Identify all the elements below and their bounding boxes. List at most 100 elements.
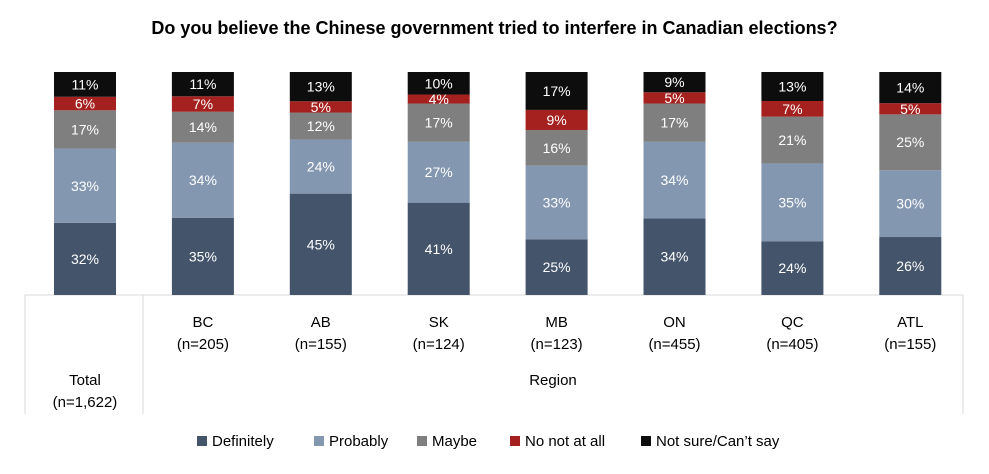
data-label-not-sure-can-t-say-mb: 17% bbox=[543, 83, 571, 99]
bar-segment-no-not-at-all-qc bbox=[761, 100, 824, 117]
bar-segment-not-sure-can-t-say-qc bbox=[761, 72, 824, 101]
bar-segment-no-not-at-all-bc bbox=[171, 96, 234, 112]
data-label-maybe-qc: 21% bbox=[778, 132, 806, 148]
bar-segment-maybe-on bbox=[643, 103, 706, 142]
data-label-probably-qc: 35% bbox=[778, 194, 806, 210]
bar-segment-definitely-qc bbox=[761, 241, 824, 295]
data-label-maybe-atl: 25% bbox=[896, 134, 924, 150]
legend-label-not-sure-can-t-say: Not sure/Can’t say bbox=[656, 433, 780, 450]
bar-segment-probably-qc bbox=[761, 163, 824, 242]
data-label-probably-sk: 27% bbox=[425, 164, 453, 180]
category-label-sk: SK bbox=[429, 314, 449, 331]
bar-segment-definitely-mb bbox=[525, 239, 588, 295]
legend-swatch-maybe bbox=[417, 436, 427, 446]
data-label-no-not-at-all-mb: 9% bbox=[546, 112, 566, 128]
data-label-maybe-total: 17% bbox=[71, 121, 99, 137]
bar-segment-not-sure-can-t-say-atl bbox=[879, 72, 942, 104]
bar-segment-no-not-at-all-mb bbox=[525, 109, 588, 130]
category-label-on: ON bbox=[663, 314, 686, 331]
data-label-definitely-on: 34% bbox=[660, 249, 688, 265]
category-label-qc: QC bbox=[781, 314, 804, 331]
legend-label-maybe: Maybe bbox=[432, 433, 477, 450]
data-label-probably-atl: 30% bbox=[896, 196, 924, 212]
bar-segment-probably-ab bbox=[289, 139, 352, 194]
category-n-mb: (n=123) bbox=[531, 336, 583, 353]
data-label-definitely-qc: 24% bbox=[778, 260, 806, 276]
bar-segment-not-sure-can-t-say-sk bbox=[407, 72, 470, 95]
legend-swatch-not-sure-can-t-say bbox=[641, 436, 651, 446]
category-label-ab: AB bbox=[311, 314, 331, 331]
group-label-region: Region bbox=[529, 372, 577, 389]
bar-segment-probably-mb bbox=[525, 165, 588, 240]
data-label-maybe-on: 17% bbox=[660, 115, 688, 131]
bar-segment-probably-total bbox=[54, 148, 116, 223]
data-label-probably-on: 34% bbox=[660, 172, 688, 188]
bar-segment-definitely-total bbox=[54, 222, 116, 295]
legend-swatch-probably bbox=[314, 436, 324, 446]
bar-segment-definitely-ab bbox=[289, 193, 352, 295]
bar-segment-probably-atl bbox=[879, 170, 942, 238]
data-label-not-sure-can-t-say-atl: 14% bbox=[896, 80, 924, 96]
bar-segment-not-sure-can-t-say-ab bbox=[289, 72, 352, 102]
data-label-not-sure-can-t-say-sk: 10% bbox=[425, 75, 453, 91]
data-label-no-not-at-all-atl: 5% bbox=[900, 101, 920, 117]
category-n-total: (n=1,622) bbox=[53, 394, 118, 411]
legend-swatch-definitely bbox=[197, 436, 207, 446]
category-label-total: Total bbox=[69, 372, 101, 389]
category-n-sk: (n=124) bbox=[413, 336, 465, 353]
data-label-definitely-atl: 26% bbox=[896, 258, 924, 274]
bar-segment-definitely-on bbox=[643, 218, 706, 295]
category-n-atl: (n=155) bbox=[884, 336, 936, 353]
bar-segment-definitely-bc bbox=[171, 217, 234, 295]
legend-swatch-no-not-at-all bbox=[510, 436, 520, 446]
data-label-probably-total: 33% bbox=[71, 178, 99, 194]
legend-label-probably: Probably bbox=[329, 433, 389, 450]
data-label-definitely-ab: 45% bbox=[307, 236, 335, 252]
bar-segment-maybe-total bbox=[54, 110, 116, 149]
bar-segment-no-not-at-all-total bbox=[54, 96, 116, 111]
data-label-definitely-sk: 41% bbox=[425, 241, 453, 257]
data-label-no-not-at-all-qc: 7% bbox=[782, 101, 802, 117]
data-label-maybe-bc: 14% bbox=[189, 119, 217, 135]
category-label-mb: MB bbox=[545, 314, 568, 331]
bar-segment-maybe-mb bbox=[525, 129, 588, 166]
category-label-atl: ATL bbox=[897, 314, 923, 331]
data-label-not-sure-can-t-say-total: 11% bbox=[72, 76, 99, 92]
bar-segment-probably-on bbox=[643, 141, 706, 219]
bar-segment-definitely-atl bbox=[879, 237, 942, 295]
bar-segment-no-not-at-all-on bbox=[643, 92, 706, 104]
data-label-maybe-ab: 12% bbox=[307, 118, 335, 134]
bar-segment-maybe-qc bbox=[761, 116, 824, 164]
data-label-probably-bc: 34% bbox=[189, 172, 217, 188]
chart-title: Do you believe the Chinese government tr… bbox=[151, 18, 838, 38]
bar-segment-definitely-sk bbox=[407, 202, 470, 295]
data-label-no-not-at-all-ab: 5% bbox=[311, 99, 331, 115]
category-n-bc: (n=205) bbox=[177, 336, 229, 353]
legend-label-no-not-at-all: No not at all bbox=[525, 433, 605, 450]
data-label-probably-ab: 24% bbox=[307, 159, 335, 175]
data-label-definitely-mb: 25% bbox=[543, 259, 571, 275]
data-label-not-sure-can-t-say-ab: 13% bbox=[307, 79, 335, 95]
data-label-definitely-total: 32% bbox=[71, 251, 99, 267]
data-label-maybe-sk: 17% bbox=[425, 115, 453, 131]
bar-segment-maybe-bc bbox=[171, 111, 234, 143]
data-label-not-sure-can-t-say-bc: 11% bbox=[189, 76, 216, 92]
bar-segment-no-not-at-all-ab bbox=[289, 101, 352, 113]
data-label-maybe-mb: 16% bbox=[543, 140, 571, 156]
legend-label-definitely: Definitely bbox=[212, 433, 274, 450]
data-label-not-sure-can-t-say-qc: 13% bbox=[778, 78, 806, 94]
bar-segment-not-sure-can-t-say-bc bbox=[171, 72, 234, 97]
bar-segment-probably-sk bbox=[407, 141, 470, 203]
category-label-bc: BC bbox=[192, 314, 213, 331]
bar-segment-maybe-ab bbox=[289, 112, 352, 140]
category-n-ab: (n=155) bbox=[295, 336, 347, 353]
bar-segment-probably-bc bbox=[171, 142, 234, 218]
bar-segment-maybe-atl bbox=[879, 114, 942, 171]
bar-segment-not-sure-can-t-say-mb bbox=[525, 72, 588, 110]
data-label-not-sure-can-t-say-on: 9% bbox=[664, 74, 684, 90]
bar-segment-no-not-at-all-atl bbox=[879, 103, 942, 115]
category-n-qc: (n=405) bbox=[766, 336, 818, 353]
data-label-definitely-bc: 35% bbox=[189, 248, 217, 264]
